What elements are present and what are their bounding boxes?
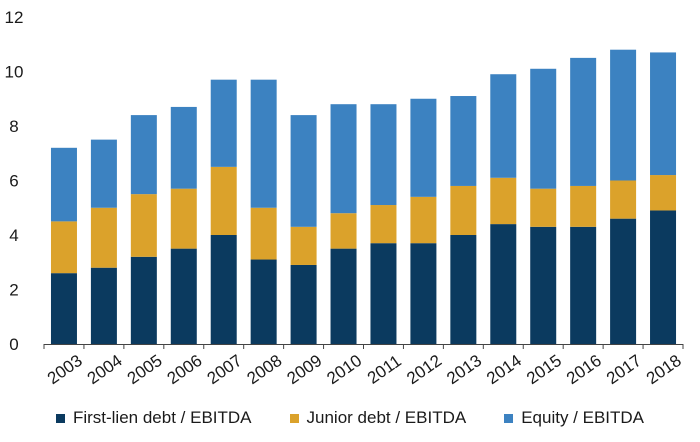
bar-segment-first-lien [610,218,637,344]
bar-segment-first-lien [650,210,677,344]
x-tick-label: 2005 [124,351,166,388]
bar-segment-first-lien [50,273,77,344]
bar-segment-first-lien [330,248,357,344]
bar-segment-equity [530,68,557,189]
legend-item-first-lien: First-lien debt / EBITDA [55,408,252,428]
bar-segment-equity [570,57,597,186]
bar-segment-first-lien [170,248,197,344]
bar-segment-junior [530,188,557,227]
bar-segment-equity [330,104,357,214]
stacked-bar-chart: 0246810122003200420052006200720082009201… [5,8,685,388]
bar-segment-first-lien [530,226,557,344]
bar-segment-first-lien [250,259,277,344]
x-tick-label: 2016 [563,351,605,388]
legend-label-junior: Junior debt / EBITDA [306,408,467,427]
bar-segment-equity [490,74,517,178]
x-tick-label: 2011 [364,351,405,388]
y-tick-label: 0 [9,335,18,354]
x-tick-label: 2007 [204,351,246,388]
bar-segment-equity [410,98,437,197]
bar-segment-junior [450,185,477,235]
bar-segment-junior [210,166,237,235]
x-tick-label: 2012 [403,351,445,388]
bar-segment-junior [130,194,157,257]
bar-segment-first-lien [450,235,477,344]
bar-segment-equity [50,147,77,222]
x-tick-label: 2008 [244,351,286,388]
legend-swatch-equity [504,413,514,423]
x-tick-label: 2009 [283,351,325,388]
legend-swatch-junior [289,413,299,423]
y-tick-label: 2 [9,281,18,300]
bar-segment-equity [450,96,477,186]
bar-segment-junior [650,175,677,211]
x-tick-label: 2003 [44,351,86,388]
x-tick-label: 2017 [603,351,645,388]
bar-segment-first-lien [210,235,237,344]
bar-segment-equity [210,79,237,167]
bar-segment-equity [90,139,117,208]
bar-segment-first-lien [570,226,597,344]
bar-segment-equity [650,52,677,176]
x-tick-label: 2015 [523,351,565,388]
bar-segment-junior [410,196,437,244]
bar-segment-junior [250,207,277,260]
bar-segment-first-lien [370,243,397,344]
bar-segment-equity [290,115,317,227]
bar-segment-junior [370,205,397,244]
bar-segment-equity [370,104,397,206]
y-tick-label: 6 [9,172,18,191]
legend-item-equity: Equity / EBITDA [504,408,644,428]
bar-segment-junior [490,177,517,225]
bar-segment-first-lien [290,264,317,344]
legend-label-equity: Equity / EBITDA [521,408,645,427]
bar-segment-junior [170,188,197,249]
x-tick-label: 2013 [443,351,485,388]
bar-segment-junior [290,226,317,265]
bar-segment-equity [250,79,277,208]
bar-segment-first-lien [130,256,157,344]
legend-swatch-first-lien [55,413,65,423]
bar-segment-equity [130,115,157,195]
legend: First-lien debt / EBITDA Junior debt / E… [0,402,700,434]
bar-segment-first-lien [490,224,517,344]
bar-segment-first-lien [90,267,117,344]
legend-label-first-lien: First-lien debt / EBITDA [72,408,252,427]
y-tick-label: 8 [9,117,18,136]
bar-segment-junior [330,213,357,249]
bar-segment-junior [50,221,77,274]
x-tick-label: 2006 [164,351,206,388]
bar-segment-junior [610,180,637,219]
y-tick-label: 4 [9,226,18,245]
x-tick-label: 2014 [483,351,525,388]
legend-item-junior: Junior debt / EBITDA [289,408,467,428]
x-tick-label: 2004 [84,351,126,388]
x-tick-label: 2010 [323,351,365,388]
y-tick-label: 12 [5,8,24,27]
bar-segment-first-lien [410,243,437,344]
y-tick-label: 10 [5,63,24,82]
x-tick-label: 2018 [643,351,685,388]
bar-segment-equity [610,49,637,181]
bar-segment-junior [90,207,117,268]
bar-segment-junior [570,185,597,227]
bar-segment-equity [170,106,197,189]
